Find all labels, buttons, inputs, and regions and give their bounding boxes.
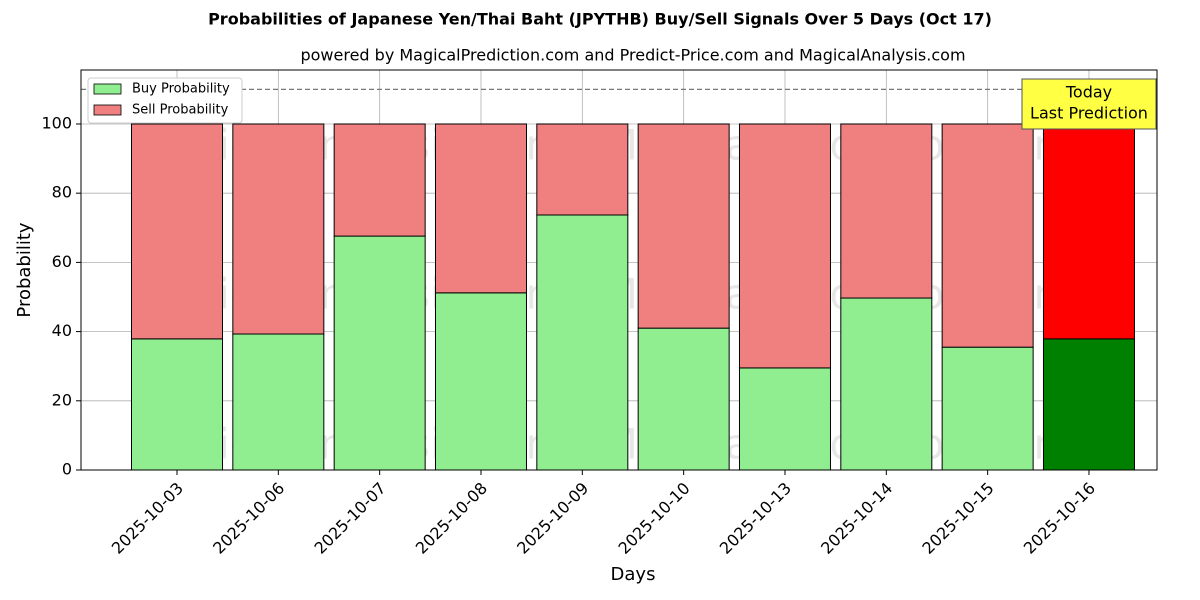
legend-swatch: [93, 83, 122, 95]
y-tick-label: 60: [52, 252, 72, 271]
plot-frame: [80, 69, 1158, 471]
bar-segment: [232, 333, 325, 471]
y-tick-label: 80: [52, 183, 72, 202]
x-tick-label: 2025-10-16: [1020, 479, 1099, 558]
bar-segment: [434, 292, 527, 471]
legend-box: [87, 77, 243, 124]
bar-segment: [840, 123, 933, 299]
bar-segment: [1042, 123, 1135, 340]
bar-segment: [434, 123, 527, 294]
bar-segment: [333, 235, 426, 471]
annotation-text: Last Prediction: [1030, 104, 1148, 123]
annotation-text: Today: [1065, 83, 1112, 102]
bar-segment: [738, 123, 831, 369]
x-tick-label: 2025-10-03: [108, 479, 187, 558]
bar-segment: [941, 346, 1034, 471]
bar-segment: [738, 367, 831, 471]
bar-segment: [1042, 338, 1135, 471]
x-tick-label: 2025-10-06: [209, 479, 288, 558]
legend-label: Buy Probability: [132, 82, 230, 97]
x-tick-label: 2025-10-10: [614, 479, 693, 558]
bar-segment: [333, 123, 426, 237]
bar-segment: [637, 327, 730, 471]
x-tick-label: 2025-10-08: [412, 479, 491, 558]
chart-title: Probabilities of Japanese Yen/Thai Baht …: [208, 10, 992, 29]
bar-segment: [637, 123, 730, 329]
legend-label: Sell Probability: [132, 103, 229, 118]
legend-swatch: [93, 104, 122, 116]
bar-segment: [232, 123, 325, 335]
x-tick-label: 2025-10-07: [310, 479, 389, 558]
y-tick-label: 100: [41, 113, 72, 132]
bar-segment: [131, 338, 223, 471]
y-tick-label: 20: [52, 390, 72, 409]
bar-segment: [131, 123, 223, 340]
bar-segment: [536, 123, 629, 216]
y-tick-label: 40: [52, 321, 72, 340]
annotation-box: [1021, 78, 1157, 130]
bar-segment: [536, 214, 629, 471]
y-axis-label: Probability: [14, 222, 35, 317]
bar-segment: [941, 123, 1034, 348]
chart-subtitle: powered by MagicalPrediction.com and Pre…: [300, 46, 965, 65]
x-tick-label: 2025-10-09: [513, 479, 592, 558]
x-axis-label: Days: [611, 564, 656, 585]
x-tick-label: 2025-10-15: [918, 479, 997, 558]
x-tick-label: 2025-10-14: [817, 479, 896, 558]
bar-segment: [840, 297, 933, 471]
y-tick-label: 0: [62, 460, 72, 479]
x-tick-label: 2025-10-13: [716, 479, 795, 558]
